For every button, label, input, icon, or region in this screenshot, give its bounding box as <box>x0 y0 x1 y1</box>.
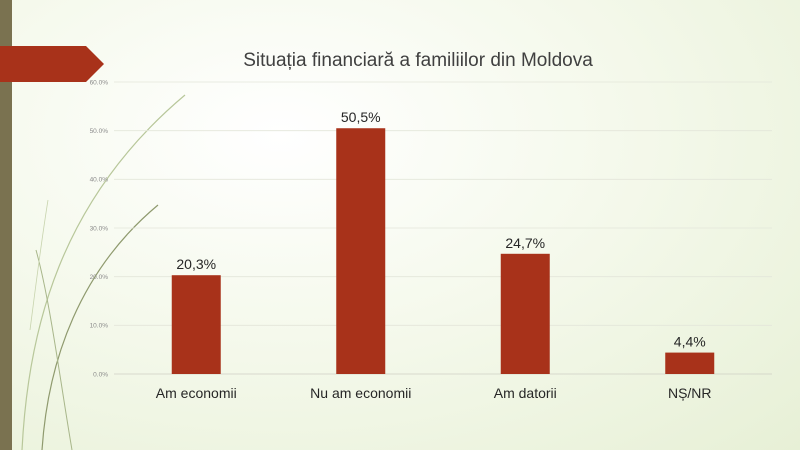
bar <box>500 253 550 374</box>
left-decor-strip <box>0 0 12 450</box>
y-tick-label: 10.0% <box>90 323 109 330</box>
chart-title: Situația financiară a familiilor din Mol… <box>243 50 593 71</box>
y-tick-label: 20.0% <box>90 274 109 281</box>
gridlines <box>114 81 772 375</box>
data-label: 50,5% <box>341 109 381 125</box>
bar <box>171 275 221 374</box>
category-label: Am datorii <box>494 385 557 401</box>
data-label: 24,7% <box>505 235 545 251</box>
category-label: Nu am economii <box>310 385 411 401</box>
category-labels: Am economii Nu am economii Am datorii NȘ/NR <box>156 385 712 401</box>
data-label: 20,3% <box>176 256 216 272</box>
decor-curves <box>21 94 186 450</box>
y-tick-label: 60.0% <box>90 79 109 86</box>
bar <box>665 352 715 374</box>
y-tick-label: 0.0% <box>93 371 108 378</box>
y-tick-label: 40.0% <box>90 177 109 184</box>
data-labels: 20,3% 50,5% 24,7% 4,4% <box>176 109 705 349</box>
arrow-band-decor <box>0 46 104 82</box>
bar <box>336 128 386 374</box>
category-label: Am economii <box>156 385 237 401</box>
bars <box>171 128 715 374</box>
y-tick-label: 50.0% <box>90 128 109 135</box>
y-tick-label: 30.0% <box>90 225 109 232</box>
y-tick-labels: 0.0% 10.0% 20.0% 30.0% 40.0% 50.0% 60.0% <box>90 79 109 378</box>
data-label: 4,4% <box>674 334 706 350</box>
category-label: NȘ/NR <box>668 385 712 401</box>
